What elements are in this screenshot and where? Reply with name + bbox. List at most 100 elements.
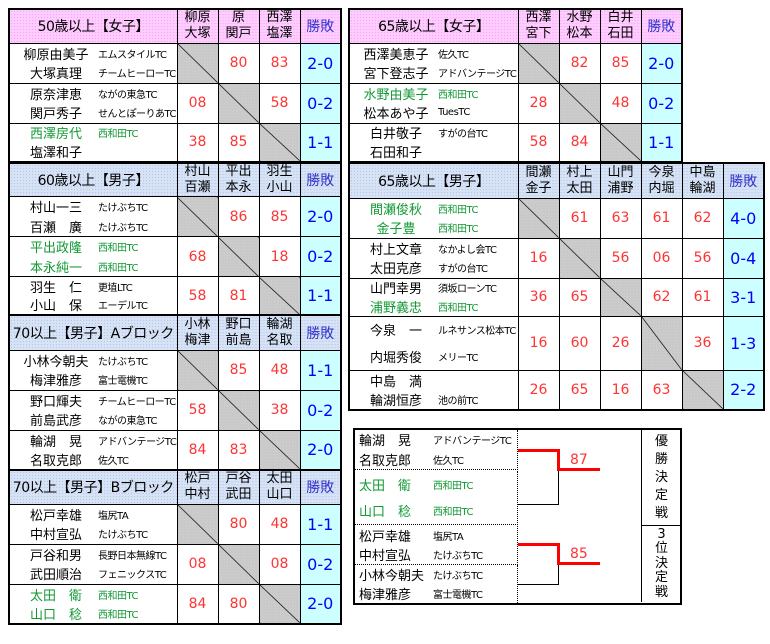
- playoff-score: 85: [570, 546, 588, 562]
- match-score: 58: [258, 82, 301, 124]
- column-header-line: 中島: [689, 164, 716, 180]
- win-loss-header: 勝敗: [722, 162, 765, 199]
- player: 梅津雅彦 富士電機TC: [10, 370, 177, 390]
- winner-line: [518, 449, 559, 452]
- team-cell: 柳原由美子 エムスタイルTC 大塚真理 チームヒーローTC: [8, 42, 178, 84]
- round-robin-table-m70a: 70以上【男子】Aブロック 小林 梅津 野口 前島 輪湖 名取 勝敗 小林今朝夫 たけぶちTC 梅津…: [8, 314, 342, 471]
- player-club: 更埴LTC: [98, 282, 133, 294]
- bracket-pair: 松戸幸雄 塩尻TA 中村宣弘 たけぶちTC: [355, 526, 518, 565]
- player: 山口 稔 西和田TC: [355, 498, 517, 525]
- team-cell: 輪湖 晃 アドバンテージTC 名取克郎 佐久TC: [8, 429, 178, 470]
- bracket-line: [518, 504, 559, 505]
- win-loss-record: 1-1: [640, 122, 683, 162]
- player: 前島武彦 ながの東急TC: [10, 410, 177, 430]
- team-row: 平出政隆 西和田TC 本永純一 西和田TC 68 18 0-2: [8, 236, 342, 277]
- player-club: せんとぽーりあTC: [98, 109, 177, 121]
- self-match-cell: [681, 369, 724, 410]
- player-club: たけぶちTC: [98, 222, 148, 234]
- column-header-line: 太田: [266, 471, 293, 487]
- team-row: 小林今朝夫 たけぶちTC 梅津雅彦 富士電機TC 85 48 1-1: [8, 349, 342, 391]
- team-row: 戸谷和男 長野日本無線TC 武田順治 フェニックスTC 08 08 0-2: [8, 543, 342, 585]
- player-name: 名取克郎: [29, 453, 82, 469]
- column-header: 野口 前島: [217, 314, 260, 351]
- match-score: 36: [517, 277, 560, 317]
- match-score: 84: [176, 429, 219, 470]
- player-name: 西澤房代: [29, 127, 82, 143]
- player-name: 松戸幸雄: [359, 530, 412, 545]
- player-name: 塩澤和子: [29, 145, 82, 161]
- match-score: 61: [558, 197, 601, 239]
- player: 関戸秀子 せんとぽーりあTC: [10, 103, 177, 123]
- player: 羽生 仁 更埴LTC: [10, 277, 177, 296]
- team-cell: 小林今朝夫 たけぶちTC 梅津雅彦 富士電機TC: [8, 349, 178, 391]
- player-club: たけぶちTC: [98, 530, 148, 542]
- win-loss-header: 勝敗: [299, 314, 342, 351]
- player: 中村宣弘 たけぶちTC: [355, 545, 517, 564]
- player: 百瀬 廣 たけぶちTC: [10, 217, 177, 237]
- team-cell: 西澤房代 西和田TC 塩澤和子: [8, 122, 178, 162]
- match-score: 68: [176, 236, 219, 277]
- player-club: 長野日本無線TC: [98, 550, 167, 562]
- match-score: 56: [681, 237, 724, 279]
- column-header-line: 関戸: [225, 26, 252, 42]
- match-score: 84: [558, 122, 601, 162]
- self-match-cell: [517, 42, 560, 84]
- column-header: 輪湖 名取: [258, 314, 301, 351]
- match-score: 63: [599, 197, 642, 239]
- column-header-line: 柳原: [184, 10, 211, 26]
- player-name: 前島武彦: [29, 414, 82, 430]
- self-match-cell: [599, 122, 642, 162]
- player: 山口 稔 西和田TC: [10, 604, 177, 623]
- self-match-cell: [258, 429, 301, 470]
- team-cell: 白井敬子 すがの台TC 石田和子: [348, 122, 519, 162]
- player: 梅津雅彦 富士電機TC: [355, 584, 517, 603]
- column-header-line: 白井: [607, 10, 634, 26]
- bracket-line: [558, 565, 559, 585]
- column-header-line: 村山: [184, 164, 211, 179]
- match-score: 85: [258, 196, 301, 237]
- team-row: 今泉 一 ルネサンス松本TC 内堀秀俊 メリーTC 16 60 26 36 1-3: [348, 315, 765, 371]
- match-score: 83: [258, 42, 301, 84]
- self-match-cell: [558, 82, 601, 124]
- player-name: 太田 衛: [359, 478, 412, 494]
- player-club: 西和田TC: [438, 89, 479, 101]
- player: 太田克彦 すがの台TC: [350, 258, 518, 278]
- player-club: 西和田TC: [98, 262, 139, 274]
- player: 宮下登志子 アドバンテージTC: [350, 63, 518, 83]
- match-score: 63: [640, 369, 683, 410]
- column-header-line: 本永: [225, 180, 252, 195]
- player: 輪湖 晃 アドバンテージTC: [355, 430, 517, 450]
- player: 名取克郎 佐久TC: [10, 450, 177, 469]
- player-club: 塩尻TA: [98, 510, 129, 522]
- playoff-label-text: 優勝決定戦: [654, 433, 668, 521]
- match-score: 06: [640, 237, 683, 279]
- player-name: 平出政隆: [29, 241, 82, 257]
- player-name: 本永純一: [29, 260, 82, 276]
- team-cell: 水野由美子 西和田TC 松本あや子 TuesTC: [348, 82, 519, 124]
- player: 塩澤和子: [10, 142, 177, 161]
- player-name: 白井敬子: [369, 127, 422, 143]
- player-name: 内堀秀俊: [369, 350, 422, 366]
- column-header: 中島 輪湖: [681, 162, 724, 199]
- table-title: 65歳以上【女子】: [348, 8, 519, 44]
- self-match-cell: [599, 277, 642, 317]
- player-club: たけぶちTC: [98, 203, 148, 215]
- player-club: 西和田TC: [98, 609, 139, 621]
- win-loss-header: 勝敗: [299, 8, 342, 44]
- match-score: 85: [217, 122, 260, 162]
- column-header-line: 小山: [266, 180, 293, 195]
- column-header: 村山 百瀬: [176, 162, 219, 197]
- player: 太田 衛 西和田TC: [10, 585, 177, 604]
- team-cell: 野口輝夫 チームヒーローTC 前島武彦 ながの東急TC: [8, 389, 178, 431]
- player-club: 西和田TC: [438, 224, 479, 236]
- player-name: 村上文章: [369, 242, 422, 258]
- team-cell: 今泉 一 ルネサンス松本TC 内堀秀俊 メリーTC: [348, 315, 519, 371]
- player: 松戸幸雄 塩尻TA: [355, 526, 517, 545]
- header-row: 70以上【男子】Aブロック 小林 梅津 野口 前島 輪湖 名取 勝敗: [8, 314, 342, 351]
- column-header-line: 百瀬: [184, 180, 211, 195]
- team-cell: 村山一三 たけぶちTC 百瀬 廣たけぶちTC: [8, 196, 178, 237]
- player: 中島 満: [350, 371, 518, 390]
- match-score: 83: [217, 429, 260, 470]
- player-name: 原奈津恵: [29, 87, 82, 103]
- player-club: ながの東急TC: [98, 89, 158, 101]
